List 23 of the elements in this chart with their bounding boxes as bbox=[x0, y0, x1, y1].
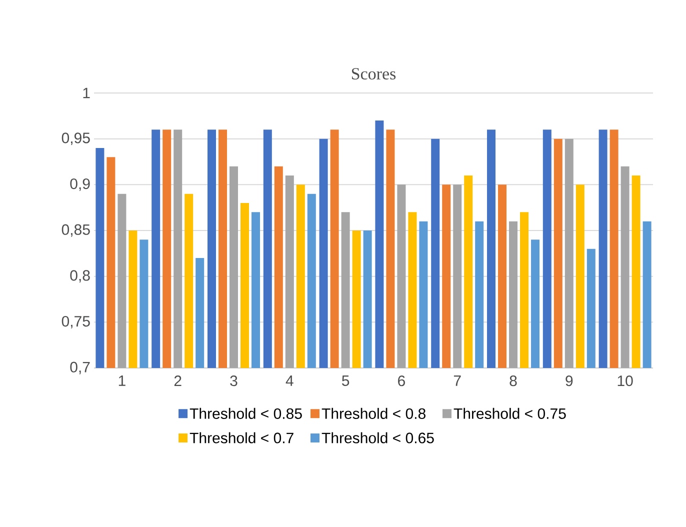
x-tick-label: 8 bbox=[510, 376, 517, 386]
x-tick-label: 4 bbox=[286, 376, 294, 386]
x-tick-label: 10 bbox=[618, 376, 633, 386]
legend-label: Threshold < 0.75 bbox=[454, 408, 566, 419]
y-tick-label: 0,8 bbox=[70, 270, 90, 283]
x-tick-label: 6 bbox=[398, 376, 405, 386]
legend-label: Threshold < 0.7 bbox=[190, 432, 294, 444]
x-tick-label: 5 bbox=[342, 376, 350, 386]
legend-label: Threshold < 0.85 bbox=[190, 408, 302, 419]
y-tick-label: 0,9 bbox=[70, 178, 90, 191]
y-tick-label: 0,7 bbox=[70, 362, 90, 374]
y-tick-label: 1 bbox=[83, 88, 90, 98]
legend-label: Threshold < 0.8 bbox=[322, 408, 426, 419]
x-tick-label: 9 bbox=[566, 376, 573, 386]
y-tick-label: 0,75 bbox=[62, 316, 90, 328]
y-tick-label: 0,85 bbox=[62, 224, 90, 237]
y-tick-label: 0,95 bbox=[62, 132, 90, 146]
chart-title: Scores bbox=[352, 68, 396, 80]
x-tick-label: 1 bbox=[118, 376, 126, 386]
x-tick-label: 3 bbox=[230, 376, 238, 386]
legend-label: Threshold < 0.65 bbox=[322, 432, 434, 444]
x-tick-label: 2 bbox=[174, 376, 182, 386]
x-tick-label: 7 bbox=[454, 376, 461, 386]
